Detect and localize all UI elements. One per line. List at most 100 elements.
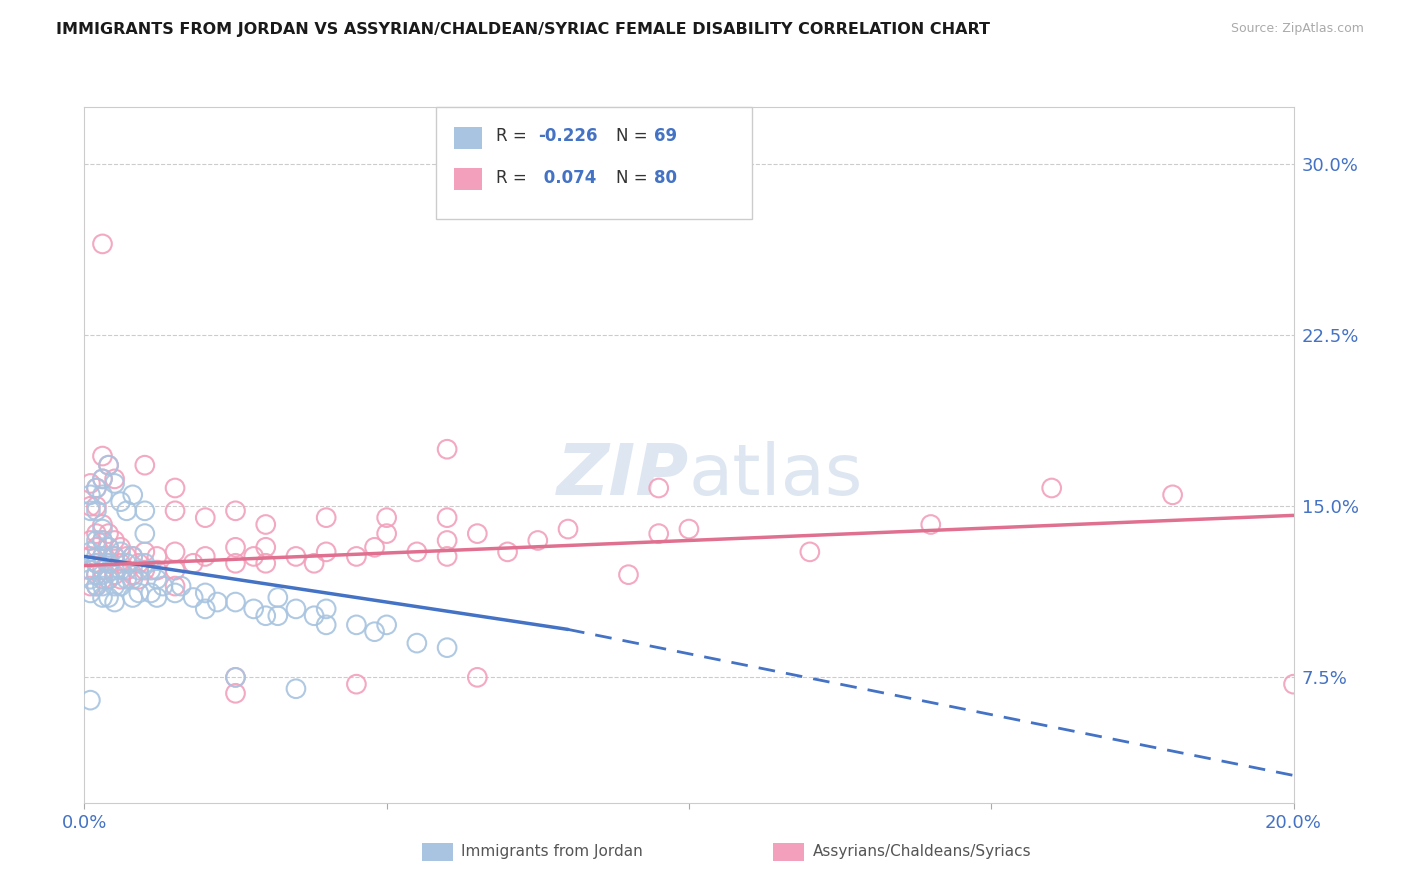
Point	[302, 556, 325, 570]
Point	[115, 549, 138, 564]
Point	[267, 591, 290, 605]
Point	[165, 504, 187, 518]
Point	[375, 526, 398, 541]
Point	[110, 545, 132, 559]
Point	[285, 602, 308, 616]
Point	[91, 567, 114, 582]
Point	[302, 608, 325, 623]
Point	[436, 640, 458, 655]
Point	[104, 567, 127, 582]
Point	[104, 595, 127, 609]
Point	[225, 670, 247, 684]
Point	[194, 510, 217, 524]
Point	[104, 549, 127, 564]
Point	[91, 549, 114, 564]
Point	[648, 526, 671, 541]
Point	[346, 618, 368, 632]
Point	[165, 586, 187, 600]
Point	[97, 458, 120, 473]
Point	[363, 541, 385, 555]
Point	[225, 504, 247, 518]
Point	[91, 449, 114, 463]
Point	[375, 618, 398, 632]
Point	[97, 556, 120, 570]
Point	[121, 549, 143, 564]
Point	[97, 572, 120, 586]
Point	[91, 572, 114, 586]
Point	[121, 549, 143, 564]
Point	[496, 545, 519, 559]
Text: N =: N =	[616, 128, 652, 145]
Text: R =: R =	[496, 128, 533, 145]
Point	[242, 602, 264, 616]
Point	[242, 549, 264, 564]
Point	[920, 517, 942, 532]
Point	[86, 533, 108, 548]
Text: Immigrants from Jordan: Immigrants from Jordan	[461, 845, 643, 859]
Point	[225, 556, 247, 570]
Point	[97, 541, 120, 555]
Text: atlas: atlas	[689, 442, 863, 510]
Point	[86, 500, 108, 514]
Point	[436, 510, 458, 524]
Point	[91, 488, 114, 502]
Point	[110, 563, 132, 577]
Point	[134, 526, 156, 541]
Point	[79, 488, 101, 502]
Text: -0.226: -0.226	[538, 128, 598, 145]
Point	[134, 545, 156, 559]
Point	[225, 670, 247, 684]
Point	[799, 545, 821, 559]
Point	[254, 556, 277, 570]
Point	[79, 693, 101, 707]
Point	[91, 522, 114, 536]
Point	[86, 541, 108, 555]
Point	[254, 541, 277, 555]
Point	[1040, 481, 1063, 495]
Point	[110, 579, 132, 593]
Point	[79, 563, 101, 577]
Point	[121, 591, 143, 605]
Point	[110, 494, 132, 508]
Point	[285, 549, 308, 564]
Point	[110, 556, 132, 570]
Point	[617, 567, 640, 582]
Point	[139, 563, 162, 577]
Point	[97, 458, 120, 473]
Point	[115, 572, 138, 586]
Point	[97, 526, 120, 541]
Point	[91, 549, 114, 564]
Point	[254, 608, 277, 623]
Point	[254, 517, 277, 532]
Point	[527, 533, 550, 548]
Point	[128, 586, 150, 600]
Point	[152, 579, 174, 593]
Point	[91, 533, 114, 548]
Point	[104, 563, 127, 577]
Point	[86, 579, 108, 593]
Point	[79, 572, 101, 586]
Point	[678, 522, 700, 536]
Point	[79, 533, 101, 548]
Point	[86, 481, 108, 495]
Point	[406, 545, 429, 559]
Point	[121, 572, 143, 586]
Point	[146, 572, 169, 586]
Point	[165, 563, 187, 577]
Point	[315, 510, 337, 524]
Text: 80: 80	[654, 169, 676, 186]
Point	[285, 681, 308, 696]
Point	[104, 472, 127, 486]
Text: Source: ZipAtlas.com: Source: ZipAtlas.com	[1230, 22, 1364, 36]
Point	[115, 504, 138, 518]
Point	[315, 545, 337, 559]
Point	[97, 572, 120, 586]
Point	[165, 545, 187, 559]
Point	[146, 563, 169, 577]
Point	[79, 549, 101, 564]
Point	[79, 545, 101, 559]
Point	[91, 533, 114, 548]
Point	[97, 591, 120, 605]
Point	[110, 572, 132, 586]
Point	[225, 595, 247, 609]
